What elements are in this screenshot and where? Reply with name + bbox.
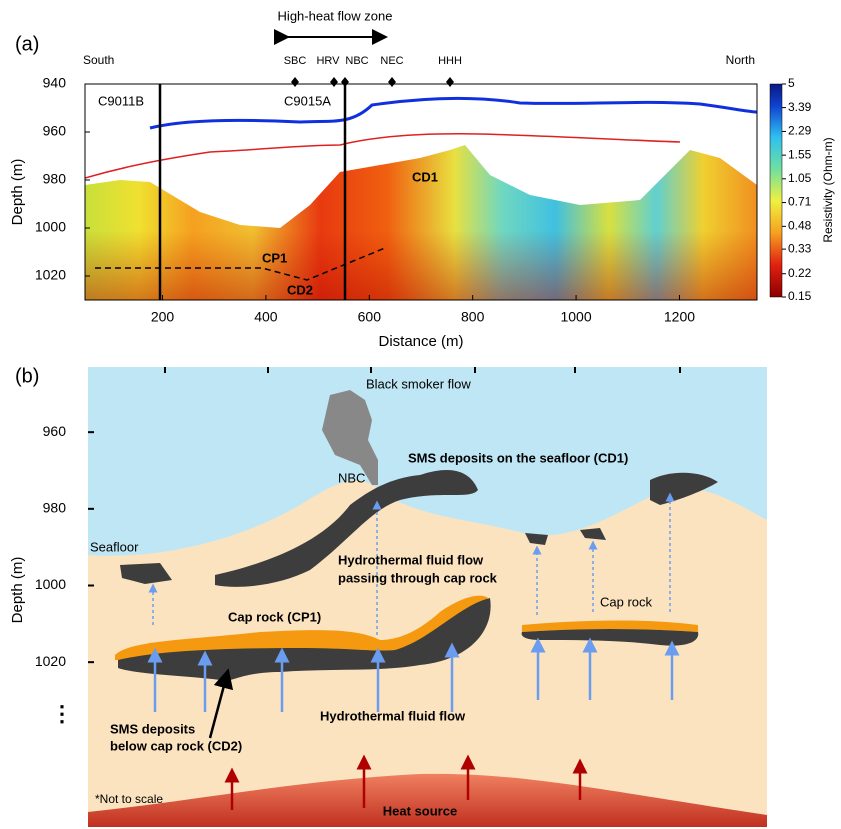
colorbar-tick-label: 1.05 (788, 171, 812, 185)
colorbar-tick-label: 0.22 (788, 266, 812, 280)
y-tick-label: 1020 (35, 267, 66, 283)
cd1-deposit (215, 470, 478, 587)
borehole-label: C9015A (284, 93, 331, 108)
deposit (521, 629, 699, 646)
x-tick-label: 400 (254, 309, 278, 325)
south-label: South (83, 53, 114, 67)
feature-label: CD1 (412, 169, 438, 184)
label: passing through cap rock (338, 570, 498, 585)
label: Black smoker flow (366, 376, 471, 391)
resistivity-section (85, 96, 757, 300)
label: NBC (338, 470, 365, 485)
colorbar-tick-label: 2.29 (788, 124, 812, 138)
colorbar (769, 83, 783, 298)
y-tick-label: 980 (43, 171, 67, 187)
label: Hydrothermal fluid flow (338, 552, 484, 567)
x-tick-label: 600 (358, 309, 382, 325)
colorbar-tick-label: 0.15 (788, 289, 812, 303)
heat-arrows (224, 754, 588, 810)
borehole-label: C9011B (98, 93, 144, 108)
y-tick-label: 940 (43, 75, 67, 91)
colorbar-tick-label: 0.48 (788, 219, 812, 233)
x-axis-label: Distance (m) (378, 333, 463, 350)
vent-marker (291, 77, 299, 87)
label: Heat source (383, 803, 457, 818)
label: Hydrothermal fluid flow (320, 708, 466, 723)
x-tick-label: 1000 (560, 309, 591, 325)
y-tick-label: 1000 (35, 576, 66, 592)
panel-a: (a) High-heat flow zone South North Dept… (9, 8, 835, 350)
label: SMS deposits (110, 721, 195, 736)
colorbar-tick-label: 1.55 (788, 147, 812, 161)
dashed-flow-arrows (148, 492, 675, 635)
panel-label: (b) (15, 365, 39, 387)
y-tick-label: 980 (43, 500, 67, 516)
label: Seafloor (90, 539, 139, 554)
label: SMS deposits on the seafloor (CD1) (408, 450, 628, 465)
x-tick-label: 1200 (664, 309, 695, 325)
continuation: ⋮ (51, 701, 73, 726)
colorbar-tick-label: 5 (788, 76, 795, 90)
y-axis-label: Depth (m) (9, 557, 26, 624)
panel-label: (a) (15, 33, 39, 55)
x-tick-label: 200 (151, 309, 175, 325)
panel-b: (b) Depth (m) (9, 365, 767, 827)
vent-marker (341, 77, 349, 87)
cap-rock (115, 595, 488, 660)
y-axis-label: Depth (m) (9, 159, 26, 226)
feature-label: CP1 (262, 250, 287, 265)
label: below cap rock (CD2) (110, 738, 242, 753)
colorbar-label: Resistivity (Ohm-m) (821, 137, 835, 242)
vent-label: SBC (284, 55, 307, 67)
feature-label: CD2 (287, 282, 313, 297)
top-ticks (164, 367, 681, 373)
seafloor-line (149, 96, 757, 130)
y-tick-label: 960 (43, 123, 67, 139)
resistivity-shade (85, 230, 757, 300)
vent-marker (388, 77, 396, 87)
y-tick-label: 1000 (35, 219, 66, 235)
vent-label: NBC (345, 55, 368, 67)
plot-frame (84, 83, 758, 301)
vent-label: HHH (438, 55, 462, 67)
north-label: North (726, 53, 755, 67)
vent-marker (446, 77, 454, 87)
vent-label: HRV (316, 55, 340, 67)
vent-marker (330, 77, 338, 87)
x-tick-label: 800 (461, 309, 485, 325)
y-tick-label: 960 (43, 423, 67, 439)
cd2-pointer (208, 668, 234, 739)
heat-source (88, 773, 767, 827)
label: Cap rock (600, 594, 653, 609)
colorbar-tick-label: 3.39 (788, 100, 812, 114)
deposit (525, 528, 606, 545)
zone-label: High-heat flow zone (278, 8, 393, 23)
label: Cap rock (CP1) (228, 609, 321, 624)
flow-arrows (147, 637, 680, 712)
vent-label: NEC (380, 55, 403, 67)
y-tick-label: 1020 (35, 653, 66, 669)
cap-rock (522, 620, 698, 632)
deposit (120, 563, 172, 584)
colorbar-tick-label: 0.33 (788, 241, 812, 255)
smoker-plume (322, 390, 378, 485)
label: *Not to scale (95, 792, 163, 806)
colorbar-tick-label: 0.71 (788, 195, 812, 209)
